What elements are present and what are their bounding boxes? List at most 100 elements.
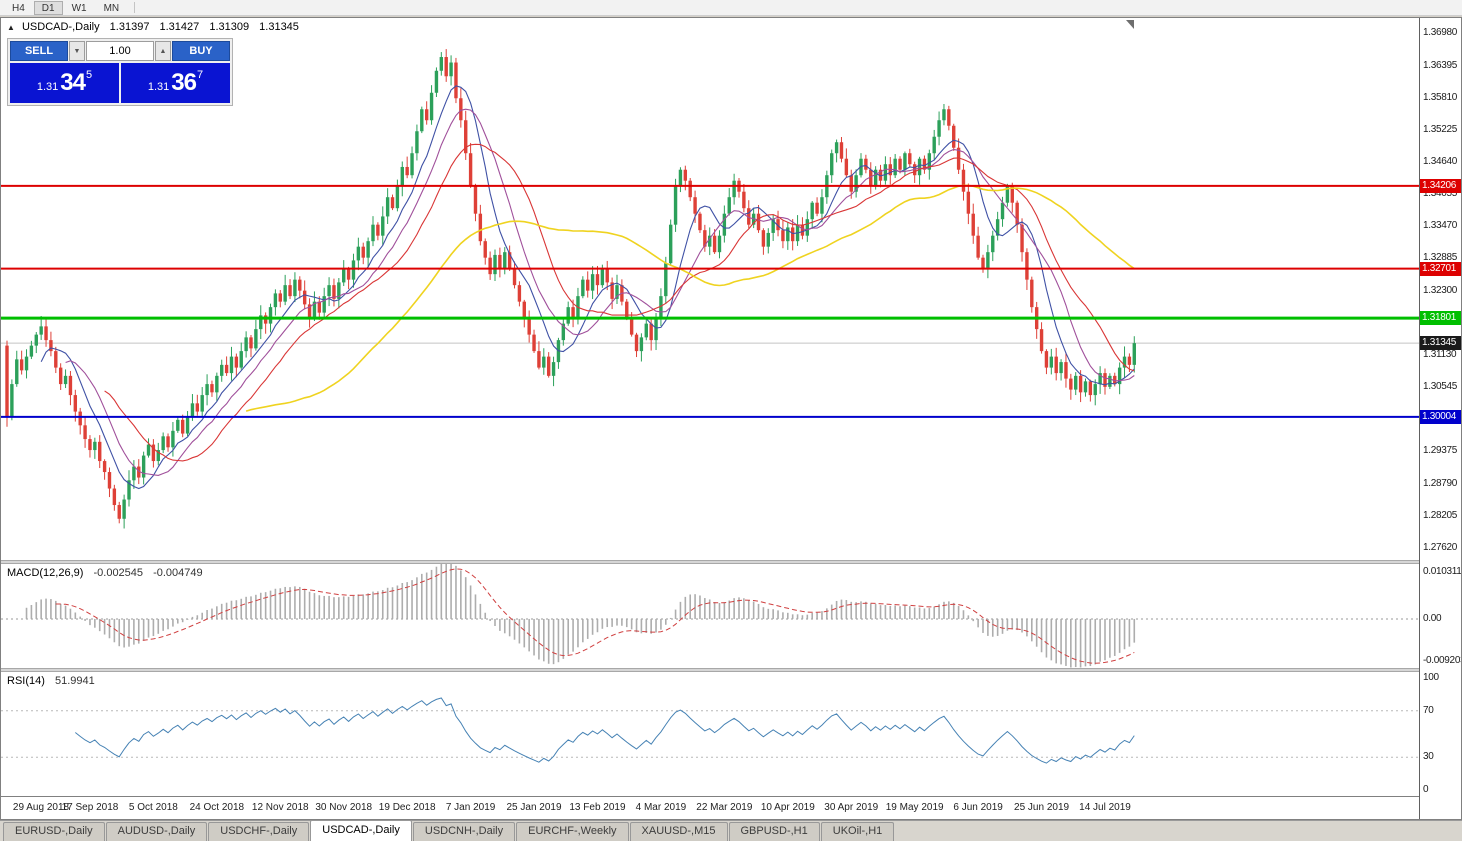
timeframe-button-h4[interactable]: H4 — [4, 1, 33, 15]
price-axis-tick: 1.36395 — [1423, 59, 1458, 71]
buy-button[interactable]: BUY — [172, 41, 230, 61]
main-chart-canvas[interactable] — [1, 18, 1420, 560]
macd-name: MACD(12,26,9) — [7, 567, 84, 579]
date-axis-label: 24 Oct 2018 — [189, 802, 245, 813]
moving-average-sma50 — [245, 184, 1135, 412]
macd-label-row: MACD(12,26,9) -0.002545 -0.004749 — [7, 567, 203, 579]
buy-price-tile[interactable]: 1.31 36 7 — [121, 63, 230, 103]
price-axis-tick: 1.32300 — [1423, 284, 1458, 296]
price-axis-tick: 1.31130 — [1423, 348, 1457, 360]
toolbar-separator — [134, 2, 136, 13]
date-axis-label: 22 Mar 2019 — [696, 802, 753, 813]
macd-canvas[interactable] — [1, 564, 1420, 668]
sell-price-sup: 5 — [86, 69, 93, 81]
date-axis-label: 30 Apr 2019 — [824, 802, 879, 813]
date-axis-label: 29 Aug 2018 — [12, 802, 70, 813]
price-axis-tick: 1.34640 — [1423, 156, 1458, 168]
price-level-badge: 1.31801 — [1420, 311, 1461, 326]
date-axis-label: 13 Feb 2019 — [569, 802, 626, 813]
price-axis-tick: 1.30545 — [1423, 381, 1458, 393]
price-axis-tick: 1.27620 — [1423, 541, 1458, 553]
sell-button[interactable]: SELL — [10, 41, 68, 61]
main-price-pane[interactable]: ▲ USDCAD-,Daily 1.31397 1.31427 1.31309 … — [1, 18, 1420, 560]
date-axis-label: 25 Jan 2019 — [506, 802, 562, 813]
date-axis-label: 14 Jul 2019 — [1079, 802, 1131, 813]
chart-title: USDCAD-,Daily — [21, 21, 100, 33]
date-axis-label: 6 Jun 2019 — [953, 802, 1003, 813]
date-axis-label: 12 Nov 2018 — [251, 802, 309, 813]
price-axis-tick: 1.32885 — [1423, 252, 1458, 264]
chart-tab-audusd-daily[interactable]: AUDUSD-,Daily — [105, 822, 208, 841]
timeframe-button-w1[interactable]: W1 — [64, 1, 95, 15]
current-price-badge: 1.31345 — [1420, 336, 1461, 351]
candles-layer — [5, 49, 1136, 529]
chart-tab-usdchf-daily[interactable]: USDCHF-,Daily — [208, 822, 310, 841]
buy-price-big: 36 — [171, 69, 197, 96]
rsi-axis-label: 0 — [1423, 784, 1429, 795]
chart-tab-bar: EURUSD-,Daily AUDUSD-,Daily USDCHF-,Daily U… — [0, 820, 1462, 841]
price-level-badge: 1.32701 — [1420, 261, 1461, 276]
price-axis-tick: 1.34055 — [1423, 188, 1458, 200]
autoscroll-marker-icon[interactable] — [1126, 20, 1134, 29]
rsi-axis-label: 70 — [1423, 704, 1434, 716]
volume-input[interactable] — [86, 41, 154, 61]
date-axis-label: 30 Nov 2018 — [315, 802, 373, 813]
pane-splitter-macd[interactable] — [1, 560, 1420, 564]
ohlc-low: 1.31309 — [209, 21, 250, 33]
chart-panes: ▲ USDCAD-,Daily 1.31397 1.31427 1.31309 … — [1, 18, 1420, 819]
rsi-line — [74, 697, 1135, 764]
price-axis-tick: 1.33470 — [1423, 220, 1458, 232]
price-level-badge: 1.30004 — [1420, 409, 1461, 424]
chart-tab-eurchf-weekly[interactable]: EURCHF-,Weekly — [516, 822, 629, 841]
rsi-axis-label: 30 — [1423, 751, 1434, 763]
ohlc-high: 1.31427 — [159, 21, 200, 33]
chart-tab-usdcad-daily[interactable]: USDCAD-,Daily — [310, 820, 412, 841]
date-axis-label: 19 Dec 2018 — [378, 802, 436, 813]
macd-pane[interactable]: MACD(12,26,9) -0.002545 -0.004749 — [1, 564, 1420, 668]
price-axis-tick: 1.36980 — [1423, 27, 1458, 39]
rsi-pane[interactable]: RSI(14) 51.9941 — [1, 672, 1420, 796]
ohlc-open: 1.31397 — [109, 21, 150, 33]
price-axis-tick: 1.35225 — [1423, 123, 1458, 135]
price-axis-tick: 1.28205 — [1423, 509, 1458, 521]
timeframe-button-mn[interactable]: MN — [96, 1, 128, 15]
chart-tab-gbpusd-h1[interactable]: GBPUSD-,H1 — [728, 822, 820, 841]
rsi-canvas[interactable] — [1, 672, 1420, 796]
rsi-value: 51.9941 — [54, 675, 95, 687]
date-axis[interactable]: 29 Aug 2018 17 Sep 2018 5 Oct 2018 24 Oct 2… — [1, 796, 1420, 819]
date-axis-label: 25 Jun 2019 — [1014, 802, 1070, 813]
timeframe-button-d1[interactable]: D1 — [33, 0, 63, 15]
rsi-name: RSI(14) — [7, 675, 45, 687]
macd-signal-value: -0.004749 — [153, 567, 203, 579]
one-click-collapse-icon[interactable]: ▲ — [7, 23, 15, 32]
date-axis-label: 4 Mar 2019 — [635, 802, 687, 813]
pane-splitter-rsi[interactable] — [1, 668, 1420, 672]
chart-window: ▲ USDCAD-,Daily 1.31397 1.31427 1.31309 … — [0, 17, 1462, 820]
chart-title-row: ▲ USDCAD-,Daily 1.31397 1.31427 1.31309 … — [7, 21, 299, 33]
date-axis-label: 10 Apr 2019 — [760, 802, 815, 813]
timeframe-toolbar: H4 D1 W1 MN — [0, 0, 1462, 16]
macd-main-value: -0.002545 — [93, 567, 144, 579]
price-axis[interactable]: 1.36980 1.36395 1.35810 1.35225 1.34640 1.340… — [1419, 18, 1461, 819]
buy-price-prefix: 1.31 — [147, 81, 170, 93]
ohlc-close: 1.31345 — [259, 21, 299, 33]
trade-controls-row: SELL ▼ ▲ BUY — [10, 41, 230, 61]
date-axis-label: 19 May 2019 — [885, 802, 944, 813]
volume-decrease-button[interactable]: ▼ — [69, 41, 85, 61]
macd-histogram — [25, 564, 1136, 668]
chart-tab-ukoil-h1[interactable]: UKOil-,H1 — [820, 822, 895, 841]
volume-increase-button[interactable]: ▲ — [155, 41, 171, 61]
chart-tab-eurusd-daily[interactable]: EURUSD-,Daily — [3, 822, 105, 841]
chart-tab-xauusd-m15[interactable]: XAUUSD-,M15 — [629, 822, 728, 841]
sell-price-prefix: 1.31 — [36, 81, 59, 93]
rsi-axis-label: 100 — [1423, 672, 1439, 683]
macd-axis-label: 0.010311 — [1423, 566, 1461, 577]
trade-price-tiles: 1.31 34 5 1.31 36 7 — [10, 63, 230, 103]
date-axis-label: 5 Oct 2018 — [128, 802, 178, 813]
chart-tab-usdcnh-daily[interactable]: USDCNH-,Daily — [412, 822, 516, 841]
macd-signal-line — [55, 568, 1135, 664]
sell-price-tile[interactable]: 1.31 34 5 — [10, 63, 119, 103]
macd-axis-label: 0.00 — [1423, 612, 1442, 624]
date-axis-label: 17 Sep 2018 — [61, 802, 119, 813]
